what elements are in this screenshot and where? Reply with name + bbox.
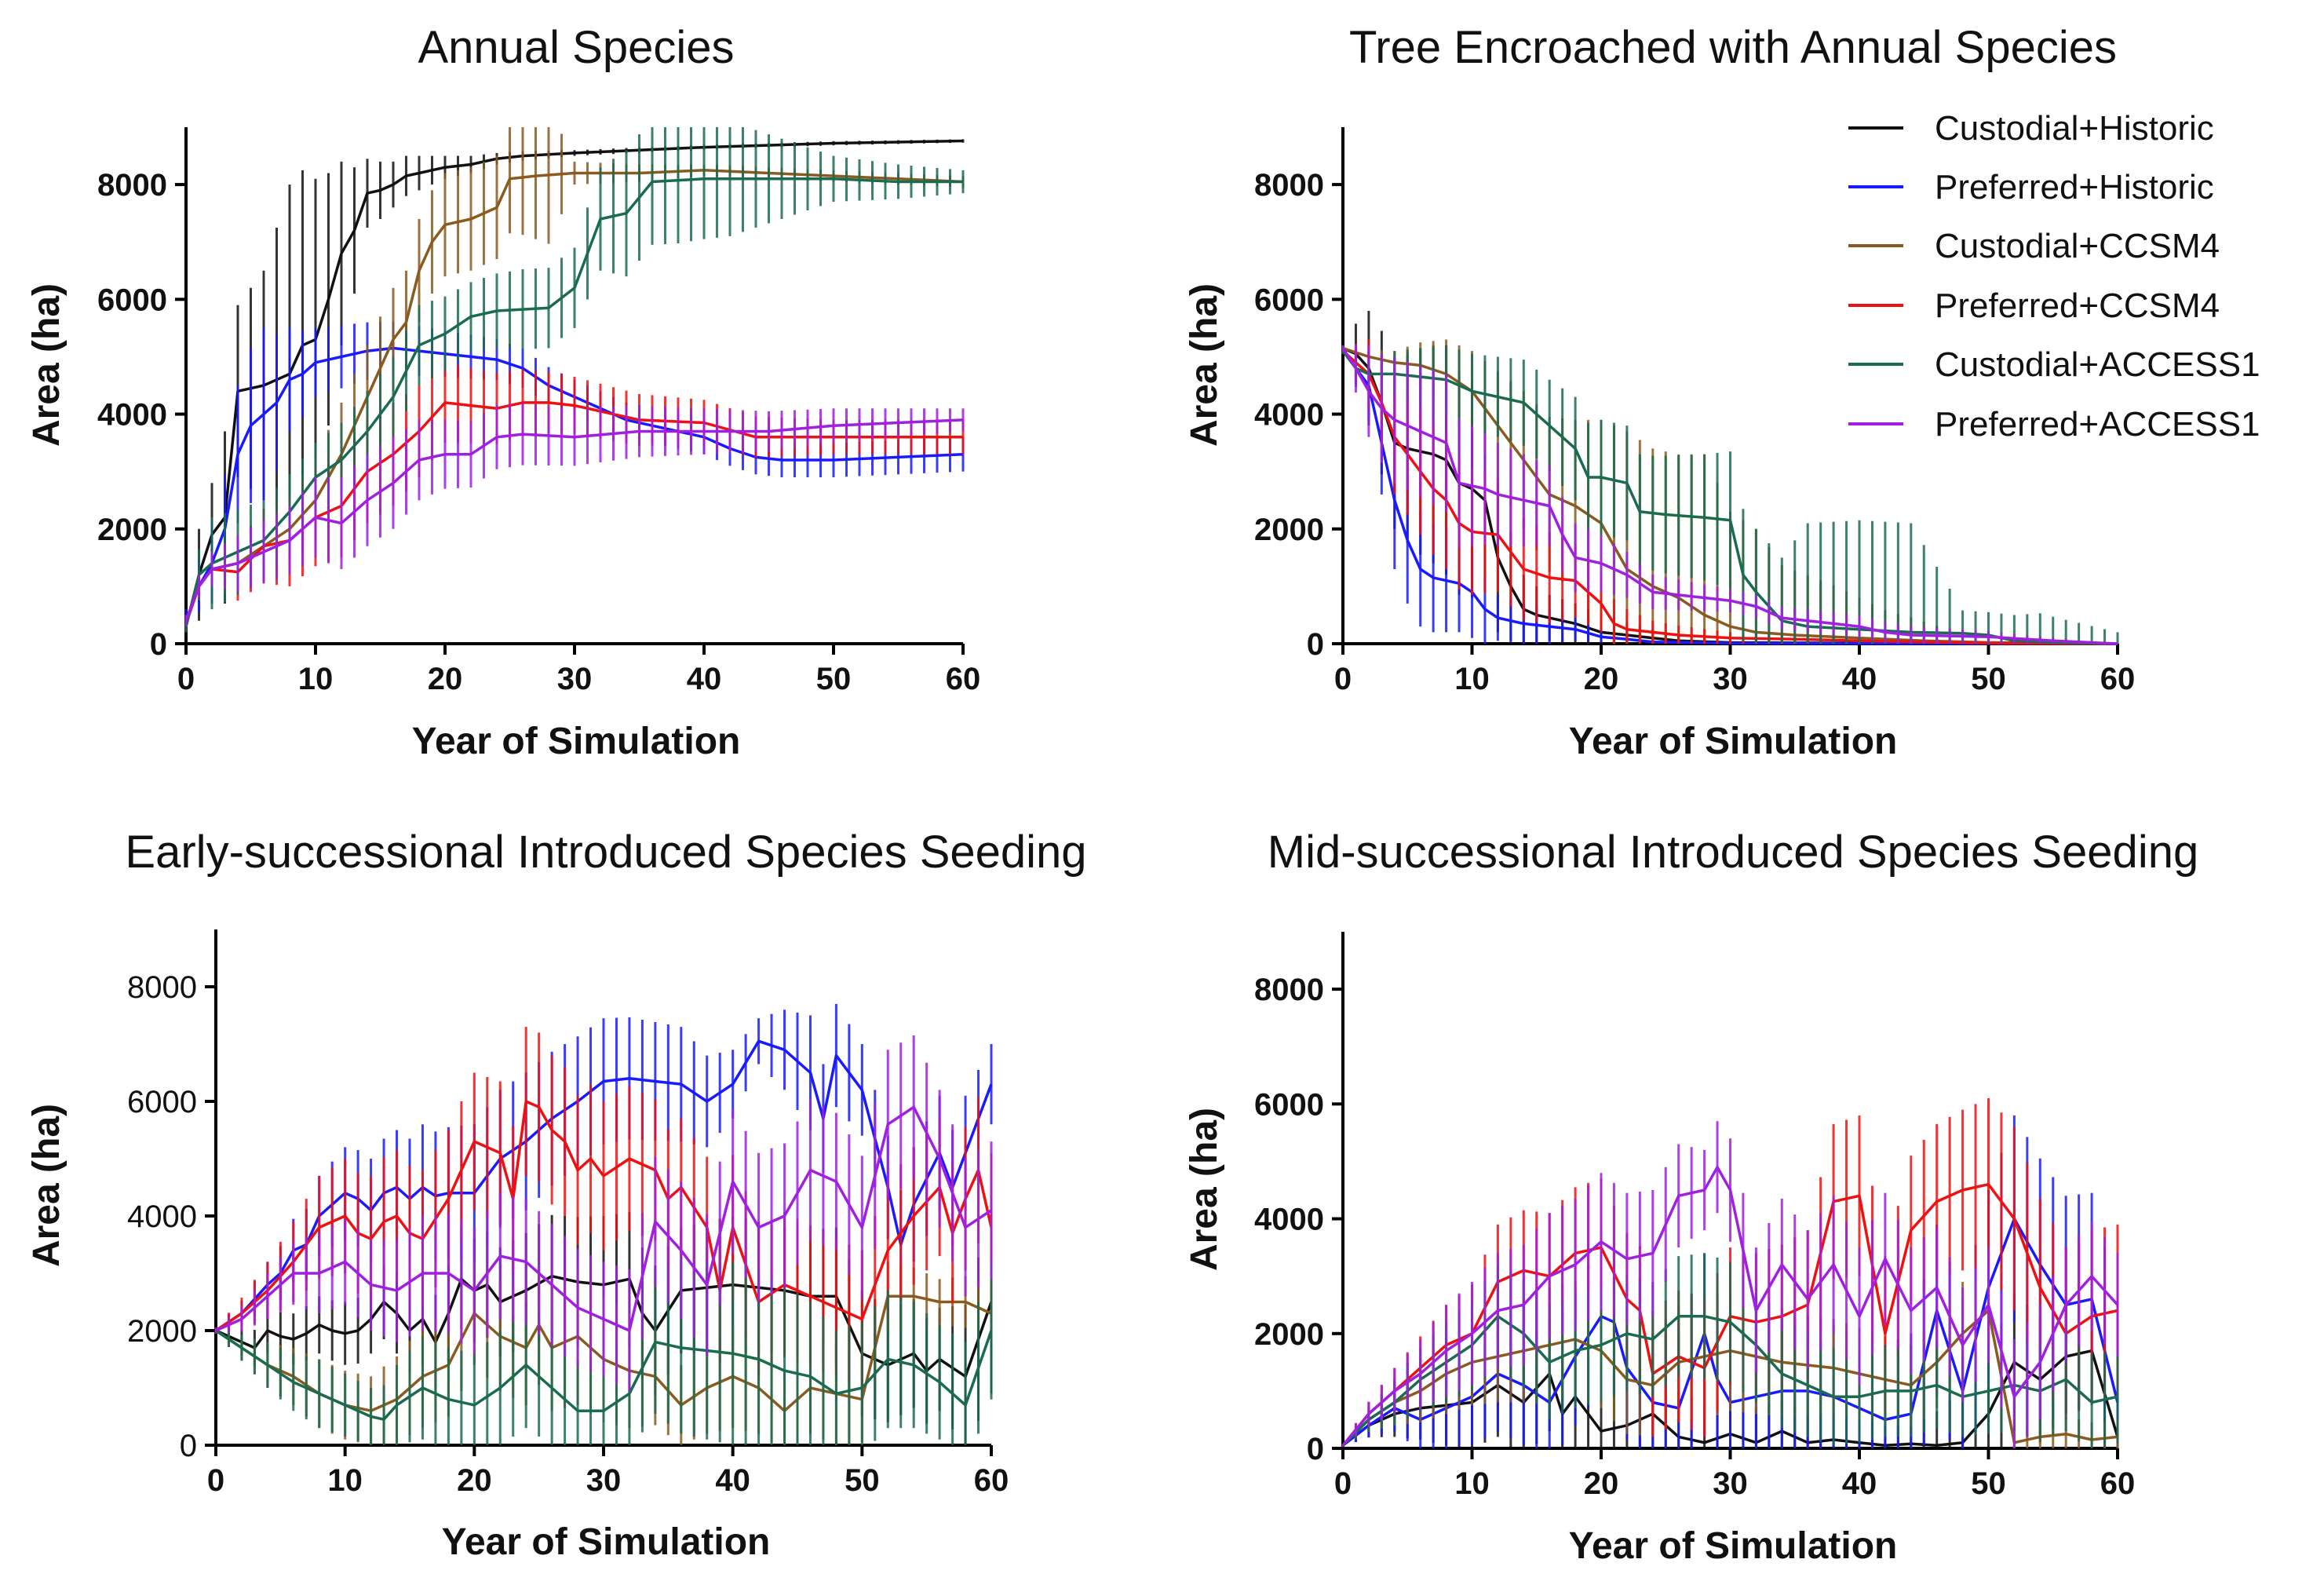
panel-3-plot: 0 10 20 30 40 50 60 0 2000 4000 6000 8000 [127, 929, 1009, 1498]
panel-1-x-tick-label-30: 30 [557, 662, 593, 696]
panel-2-series-preferred-access1 [1341, 347, 2118, 645]
panel-4-ylabel: Area (ha) [1184, 1108, 1225, 1271]
panel-4-x-tick-label-10: 10 [1454, 1466, 1490, 1501]
panel-3-title: Early-successional Introduced Species Se… [125, 827, 1086, 878]
panel-2-x-tick-label-40: 40 [1842, 662, 1877, 696]
panel-2-xlabel: Year of Simulation [1569, 721, 1898, 762]
panel-1-plot: 0 10 20 30 40 50 60 0 2000 4000 6000 8000 [97, 127, 980, 696]
panel-2-y-tick-label-4000: 4000 [1254, 398, 1324, 433]
panel-4-x-tick-label-30: 30 [1713, 1466, 1748, 1501]
panel-3-y-tick-label-4000: 4000 [127, 1199, 197, 1234]
panel-3-x-tick-label-60: 60 [974, 1463, 1009, 1498]
panel-4-x-tick-label-60: 60 [2100, 1466, 2136, 1501]
panel-1-ylabel: Area (ha) [26, 283, 67, 447]
panel-2-x-tick-label-10: 10 [1454, 662, 1490, 696]
panel-2-y-tick-label-0: 0 [1307, 627, 1324, 662]
legend: Custodial+Historic Preferred+Historic Cu… [1848, 109, 2260, 444]
panel-1-x-tick-label-20: 20 [428, 662, 463, 696]
panel-3-x-tick-label-20: 20 [457, 1463, 492, 1498]
panel-1-x-tick-label-50: 50 [816, 662, 852, 696]
legend-label-custodial-access1: Custodial+ACCESS1 [1935, 345, 2260, 384]
legend-label-preferred-historic: Preferred+Historic [1935, 168, 2214, 206]
panel-1-series-custodial-access1 [184, 177, 963, 627]
panel-1-y-tick-label-8000: 8000 [97, 168, 167, 203]
panel-3-x-tick-label-50: 50 [845, 1463, 880, 1498]
panel-4-y-tick-label-2000: 2000 [1254, 1317, 1324, 1352]
panel-4-y-tick-label-6000: 6000 [1254, 1087, 1324, 1122]
panel-4-title: Mid-successional Introduced Species Seed… [1268, 827, 2198, 878]
panel-2-y-tick-label-6000: 6000 [1254, 283, 1324, 317]
panel-3-series-preferred-access1 [215, 1105, 992, 1332]
panel-3-y-tick-label-6000: 6000 [127, 1085, 197, 1119]
legend-label-custodial-ccsm4: Custodial+CCSM4 [1935, 227, 2220, 265]
legend-label-preferred-ccsm4: Preferred+CCSM4 [1935, 287, 2220, 325]
panel-4-x-tick-label-0: 0 [1334, 1466, 1352, 1501]
panel-1-y-tick-label-4000: 4000 [97, 398, 167, 433]
panel-3-y-tick-label-0: 0 [180, 1429, 197, 1463]
panel-3-series-custodial-access1 [215, 1329, 993, 1421]
panel-1-errorbars-custodial-access1 [184, 127, 965, 633]
panel-4-xlabel: Year of Simulation [1569, 1525, 1898, 1567]
panel-1-x-tick-label-60: 60 [946, 662, 981, 696]
panel-2-x-tick-label-0: 0 [1334, 662, 1352, 696]
panel-2-x-tick-label-20: 20 [1584, 662, 1619, 696]
panel-4-x-tick-label-20: 20 [1584, 1466, 1619, 1501]
panel-2-ylabel: Area (ha) [1184, 283, 1225, 447]
panel-2-y-tick-label-8000: 8000 [1254, 168, 1324, 203]
panel-3-ylabel: Area (ha) [26, 1104, 67, 1267]
panel-3-x-tick-label-0: 0 [207, 1463, 224, 1498]
panel-4-y-tick-label-0: 0 [1307, 1432, 1324, 1466]
panel-4-x-tick-label-50: 50 [1971, 1466, 2006, 1501]
panel-2-series-preferred-ccsm4 [1341, 349, 2118, 645]
panel-4-y-tick-label-4000: 4000 [1254, 1203, 1324, 1237]
panel-2-x-tick-label-30: 30 [1713, 662, 1748, 696]
panel-3-x-tick-label-30: 30 [586, 1463, 622, 1498]
panel-4-series-preferred-access1 [1341, 1166, 2119, 1447]
panel-1-x-tick-label-40: 40 [687, 662, 722, 696]
panel-3-y-tick-label-8000: 8000 [127, 970, 197, 1005]
panel-3-xlabel: Year of Simulation [442, 1521, 771, 1563]
panel-1-series-preferred-access1 [184, 418, 964, 622]
panel-1-y-tick-label-0: 0 [150, 627, 167, 662]
panel-2-y-tick-label-2000: 2000 [1254, 513, 1324, 547]
panel-4-x-tick-label-40: 40 [1842, 1466, 1877, 1501]
panel-3-y-tick-label-2000: 2000 [127, 1314, 197, 1349]
panel-4-plot: 0 10 20 30 40 50 60 0 2000 4000 6000 8000 [1254, 932, 2135, 1501]
panel-3-series-preferred-ccsm4 [215, 1100, 993, 1332]
panel-3-x-tick-label-10: 10 [327, 1463, 363, 1498]
panel-1-y-tick-label-6000: 6000 [97, 283, 167, 317]
panel-1-y-tick-label-2000: 2000 [97, 513, 167, 547]
panel-2-x-tick-label-50: 50 [1971, 662, 2006, 696]
panel-4-y-tick-label-8000: 8000 [1254, 973, 1324, 1007]
panel-2-title: Tree Encroached with Annual Species [1349, 22, 2117, 73]
legend-label-preferred-access1: Preferred+ACCESS1 [1935, 405, 2260, 444]
panel-1-x-tick-label-0: 0 [177, 662, 195, 696]
panel-2-series-custodial-access1 [1341, 350, 2118, 645]
panel-1-title: Annual Species [418, 22, 734, 73]
panel-1-x-tick-label-10: 10 [298, 662, 334, 696]
panel-1-xlabel: Year of Simulation [412, 721, 741, 762]
panel-3-x-tick-label-40: 40 [715, 1463, 750, 1498]
panel-2-plot: 0 10 20 30 40 50 60 0 2000 4000 6000 8000 [1254, 127, 2135, 696]
panel-2-x-tick-label-60: 60 [2100, 662, 2136, 696]
legend-label-custodial-historic: Custodial+Historic [1935, 109, 2214, 148]
